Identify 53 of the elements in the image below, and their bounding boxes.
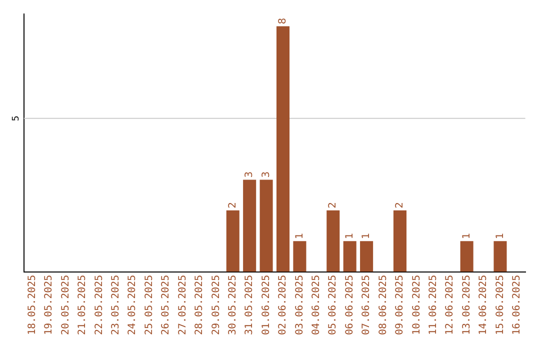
x-tick-label: 08.06.2025 — [378, 274, 389, 336]
x-tick-label: 11.06.2025 — [428, 274, 439, 336]
bar — [260, 180, 273, 272]
x-tick-label: 25.05.2025 — [144, 274, 155, 336]
x-tick-label: 30.05.2025 — [227, 274, 238, 336]
x-tick-label: 07.06.2025 — [361, 274, 372, 336]
x-tick-label: 05.06.2025 — [328, 274, 339, 336]
x-tick-label: 02.06.2025 — [278, 274, 289, 336]
bar — [293, 241, 306, 272]
bar — [276, 26, 290, 272]
data-label: 8 — [278, 18, 289, 24]
x-tick-label: 13.06.2025 — [461, 274, 472, 336]
data-label: 1 — [294, 232, 306, 240]
x-tick-label: 14.06.2025 — [478, 274, 490, 336]
data-label: 1 — [361, 232, 372, 240]
bar — [460, 241, 474, 272]
bar — [243, 180, 256, 272]
x-tick-label: 12.06.2025 — [444, 274, 456, 336]
bar — [360, 241, 374, 272]
x-tick-label: 19.05.2025 — [44, 274, 55, 336]
ref-line-label: 5 — [11, 115, 22, 122]
bar — [226, 210, 240, 272]
x-tick-label: 26.05.2025 — [160, 274, 172, 336]
x-tick-label: 23.05.2025 — [110, 274, 122, 336]
x-tick-label: 06.06.2025 — [344, 274, 356, 336]
x-tick-label: 29.05.2025 — [210, 274, 222, 336]
x-tick-label: 18.05.2025 — [26, 274, 38, 336]
x-tick-label: 27.05.2025 — [177, 274, 188, 336]
data-label: 2 — [328, 202, 339, 208]
bar — [494, 241, 507, 272]
data-label: 2 — [394, 202, 406, 208]
x-tick-label: 15.06.2025 — [494, 274, 506, 336]
x-tick-label: 16.06.2025 — [512, 274, 523, 336]
data-label: 3 — [260, 171, 272, 178]
x-tick-label: 21.05.2025 — [77, 274, 88, 336]
x-tick-label: 04.06.2025 — [311, 274, 322, 336]
x-tick-label: 10.06.2025 — [411, 274, 422, 336]
bar — [326, 210, 340, 272]
bar — [393, 210, 406, 272]
x-tick-label: 22.05.2025 — [94, 274, 105, 336]
x-tick-label: 28.05.2025 — [194, 274, 206, 336]
x-tick-label: 09.06.2025 — [394, 274, 406, 336]
x-tick-label: 24.05.2025 — [127, 274, 138, 336]
bar — [343, 241, 356, 272]
x-tick-label: 20.05.2025 — [60, 274, 72, 336]
data-label: 1 — [344, 232, 356, 240]
data-label: 1 — [461, 232, 472, 240]
x-tick-label: 01.06.2025 — [260, 274, 272, 336]
x-tick-label: 31.05.2025 — [244, 274, 256, 336]
data-label: 1 — [494, 232, 506, 240]
data-label: 3 — [244, 171, 256, 178]
data-label: 2 — [227, 202, 238, 208]
x-tick-label: 03.06.2025 — [294, 274, 306, 336]
